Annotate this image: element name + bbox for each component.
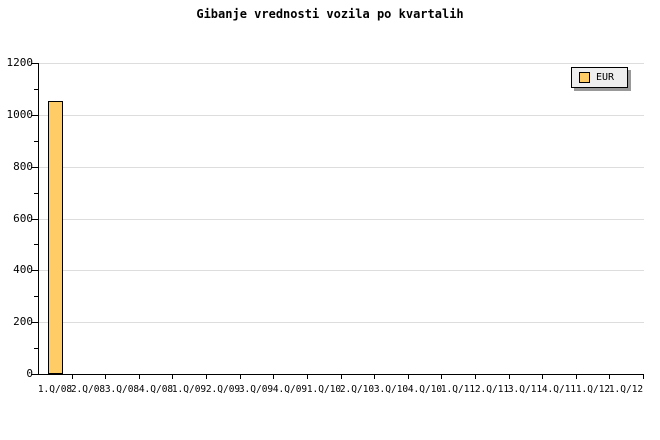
y-minor-tick-300 <box>34 296 38 297</box>
x-boundary-tick-15 <box>542 374 543 379</box>
x-boundary-tick-10 <box>374 374 375 379</box>
y-minor-tick-1100 <box>34 89 38 90</box>
y-tick-label-400: 400 <box>13 263 33 276</box>
gridline-200 <box>39 322 644 323</box>
x-tick-label-4: 4.Q/08 <box>138 384 174 395</box>
x-tick-label-1: 1.Q/08 <box>37 384 73 395</box>
legend: EUR <box>571 67 628 88</box>
y-major-tick-800 <box>31 167 38 168</box>
x-boundary-tick-4 <box>172 374 173 379</box>
y-minor-tick-100 <box>34 348 38 349</box>
chart-title: Gibanje vrednosti vozila po kvartalih <box>196 7 464 21</box>
bar-EUR-1.Q/08 <box>48 101 63 374</box>
x-tick-label-7: 3.Q/09 <box>238 384 274 395</box>
x-tick-label-3: 3.Q/08 <box>104 384 140 395</box>
y-minor-tick-700 <box>34 193 38 194</box>
gridline-1200 <box>39 63 644 64</box>
y-tick-label-200: 200 <box>13 315 33 328</box>
x-boundary-tick-12 <box>441 374 442 379</box>
y-minor-tick-900 <box>34 141 38 142</box>
x-tick-label-6: 2.Q/09 <box>205 384 241 395</box>
y-tick-label-1000: 1000 <box>6 108 34 121</box>
x-tick-label-18: 1.Q/12 <box>608 384 644 395</box>
x-boundary-tick-14 <box>509 374 510 379</box>
y-major-tick-400 <box>31 270 38 271</box>
x-tick-label-14: 2.Q/11 <box>474 384 510 395</box>
gridline-400 <box>39 270 644 271</box>
x-tick-label-10: 2.Q/10 <box>339 384 375 395</box>
x-boundary-tick-6 <box>240 374 241 379</box>
y-tick-label-1200: 1200 <box>6 56 34 69</box>
x-boundary-tick-16 <box>576 374 577 379</box>
y-major-tick-1200 <box>31 63 38 64</box>
x-tick-label-8: 4.Q/09 <box>272 384 308 395</box>
y-major-tick-1000 <box>31 115 38 116</box>
y-tick-label-800: 800 <box>13 160 33 173</box>
legend-label-eur: EUR <box>596 72 615 83</box>
x-boundary-tick-17 <box>609 374 610 379</box>
x-boundary-tick-13 <box>475 374 476 379</box>
x-boundary-tick-5 <box>206 374 207 379</box>
x-boundary-tick-7 <box>273 374 274 379</box>
x-boundary-tick-1 <box>72 374 73 379</box>
x-boundary-tick-3 <box>139 374 140 379</box>
y-major-tick-0 <box>31 374 38 375</box>
x-tick-label-11: 3.Q/10 <box>373 384 409 395</box>
y-tick-label-600: 600 <box>13 212 33 225</box>
y-minor-tick-500 <box>34 244 38 245</box>
x-tick-label-16: 4.Q/11 <box>541 384 577 395</box>
x-tick-label-12: 4.Q/10 <box>407 384 443 395</box>
x-tick-label-17: 1.Q/12 <box>575 384 611 395</box>
x-tick-label-5: 1.Q/09 <box>171 384 207 395</box>
x-boundary-tick-18 <box>643 374 644 379</box>
y-major-tick-600 <box>31 219 38 220</box>
x-tick-label-15: 3.Q/11 <box>507 384 543 395</box>
legend-swatch-eur <box>579 72 590 83</box>
x-boundary-tick-2 <box>105 374 106 379</box>
x-boundary-tick-9 <box>341 374 342 379</box>
x-boundary-tick-8 <box>307 374 308 379</box>
x-tick-label-9: 1.Q/10 <box>306 384 342 395</box>
x-tick-label-13: 1.Q/11 <box>440 384 476 395</box>
plot-area <box>31 63 644 379</box>
gridline-600 <box>39 219 644 220</box>
y-major-tick-200 <box>31 322 38 323</box>
x-boundary-tick-11 <box>408 374 409 379</box>
gridline-800 <box>39 167 644 168</box>
y-tick-label-0: 0 <box>26 367 33 380</box>
gridline-1000 <box>39 115 644 116</box>
x-tick-label-2: 2.Q/08 <box>70 384 106 395</box>
